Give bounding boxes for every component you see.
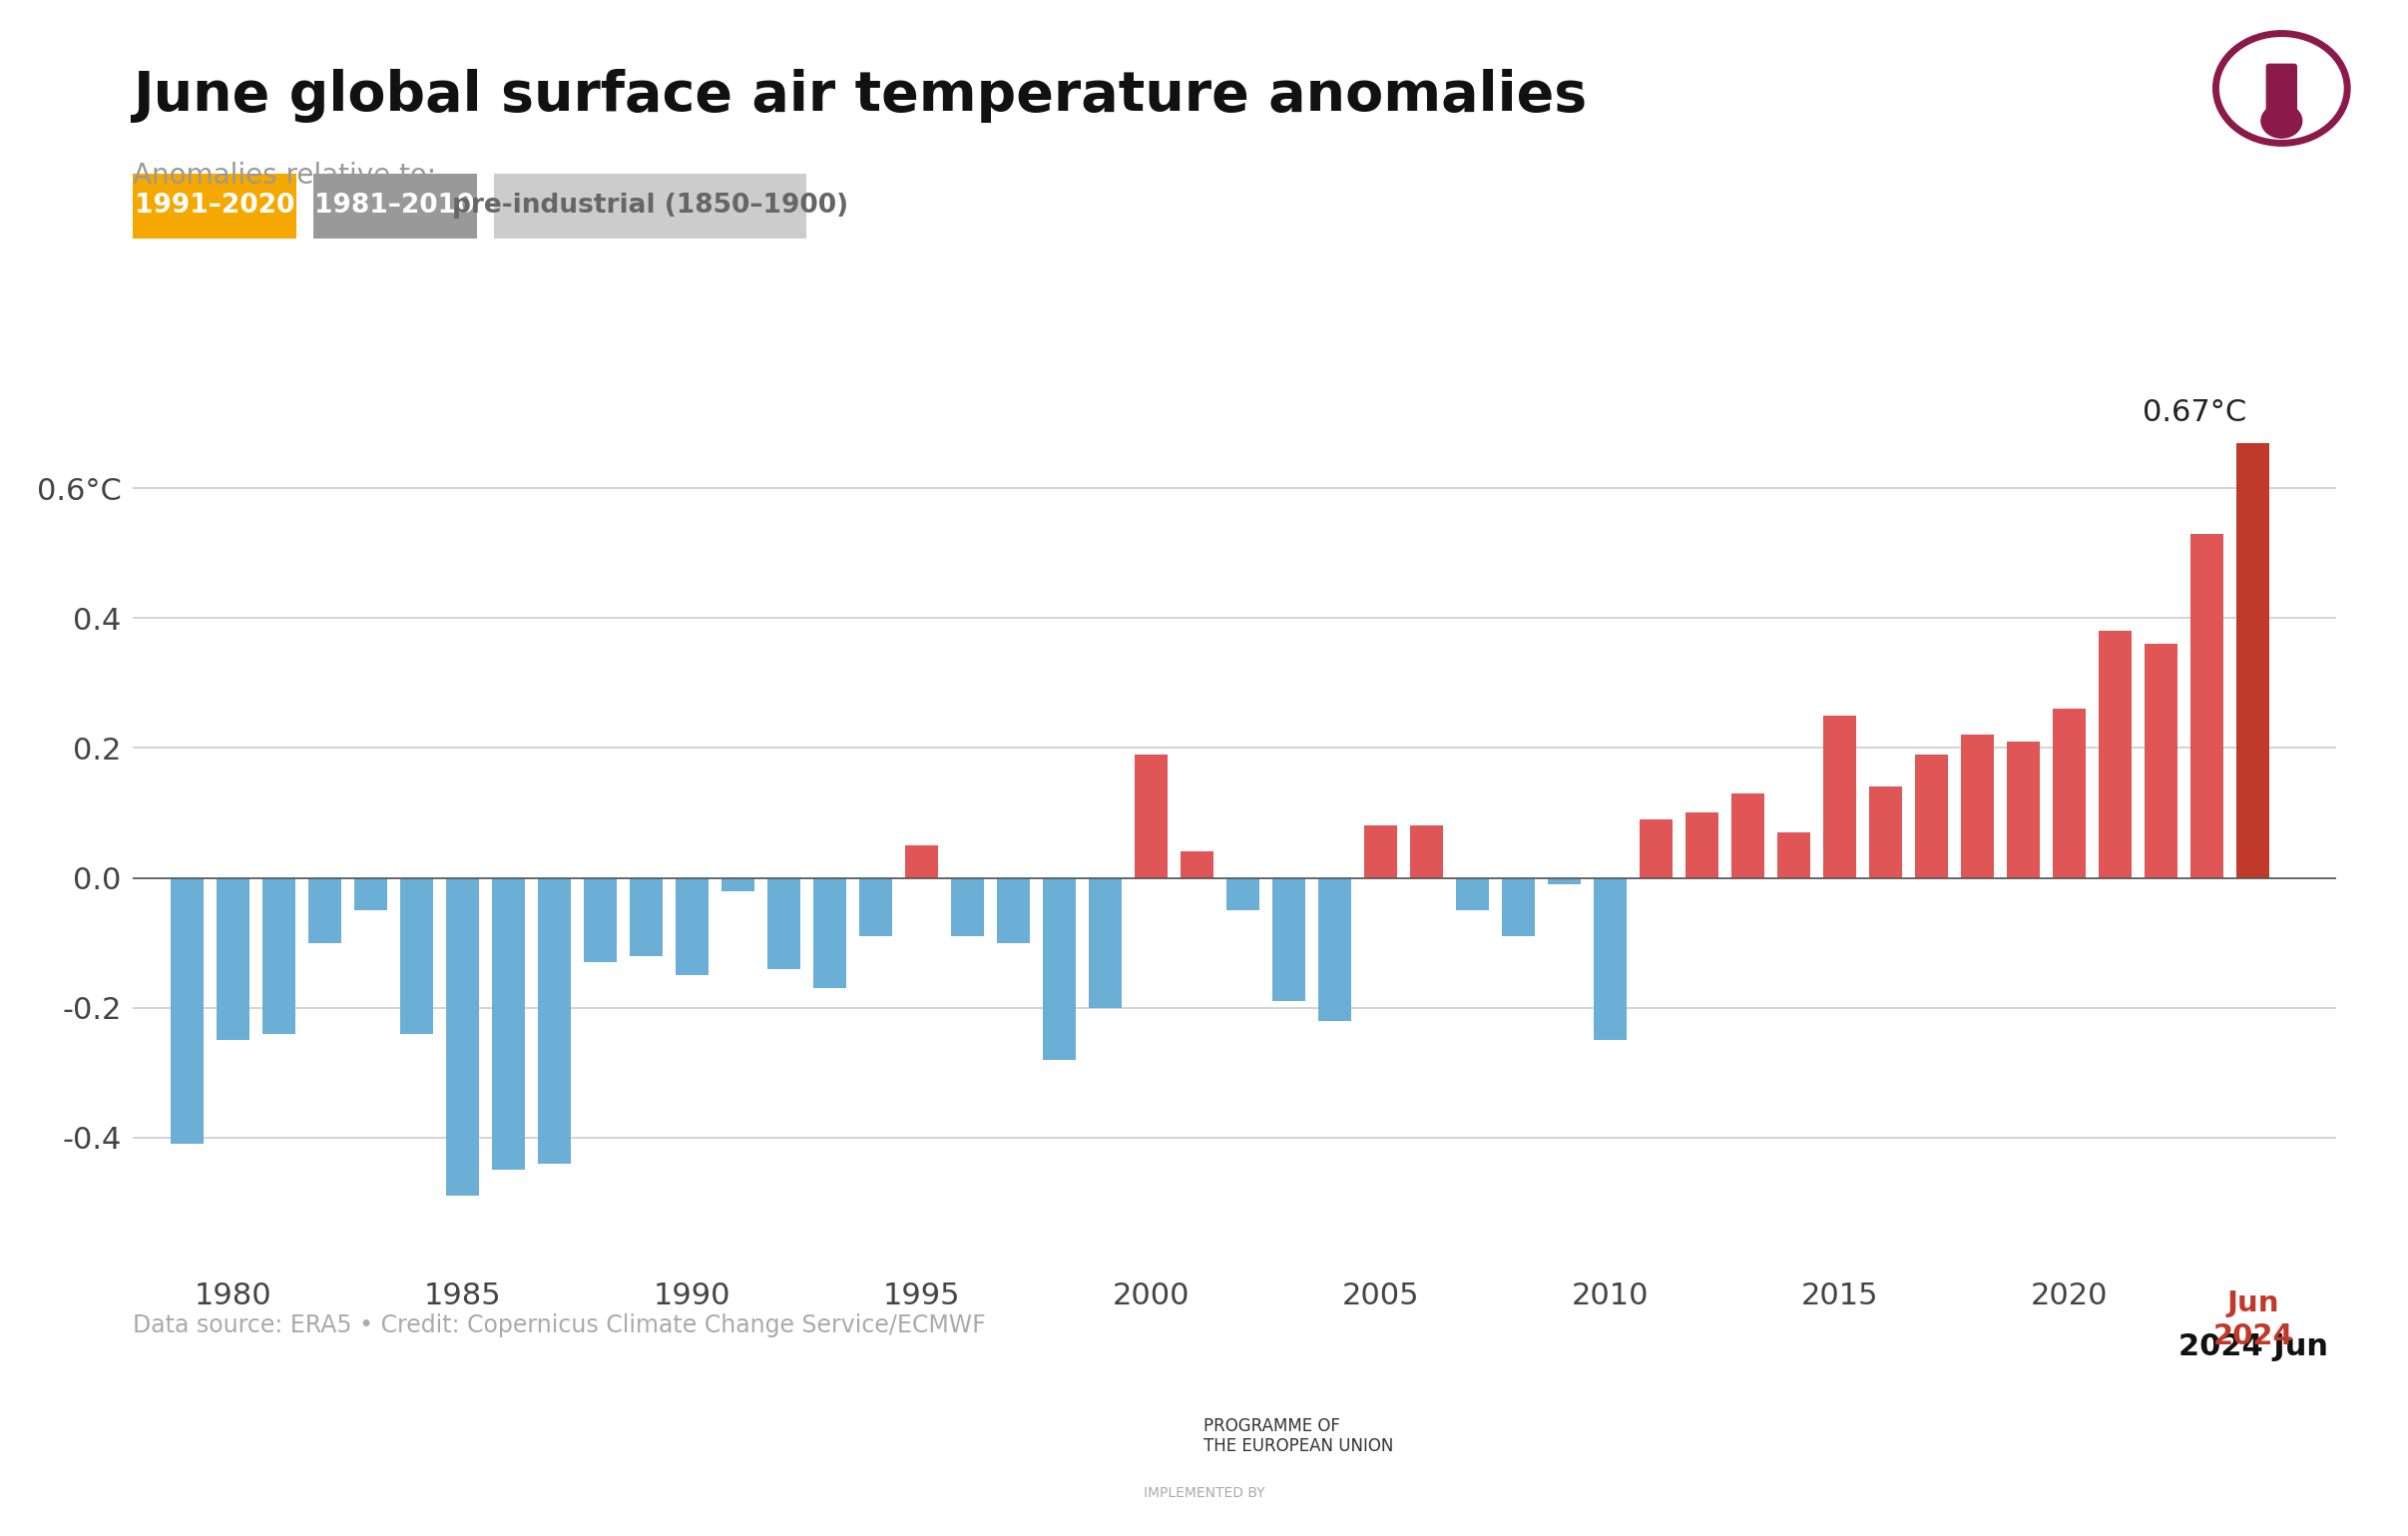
Bar (1777, 833, 1811, 877)
Bar (1226, 877, 1259, 911)
Text: pre-industrial (1850–1900): pre-industrial (1850–1900) (453, 194, 848, 218)
Text: 1991–2020: 1991–2020 (135, 194, 294, 218)
Text: 2024 Jun: 2024 Jun (2179, 1332, 2329, 1361)
Bar (262, 877, 296, 1034)
Bar (1320, 877, 1351, 1020)
Bar (400, 877, 433, 1034)
Bar (1411, 826, 1442, 877)
Text: PROGRAMME OF
THE EUROPEAN UNION: PROGRAMME OF THE EUROPEAN UNION (1204, 1416, 1394, 1456)
Bar (1134, 754, 1168, 877)
Bar (1365, 826, 1397, 877)
Bar (1043, 877, 1076, 1060)
Text: 0.67°C: 0.67°C (2143, 398, 2247, 427)
FancyBboxPatch shape (2266, 63, 2297, 123)
Bar (1548, 877, 1582, 885)
Bar (308, 877, 342, 943)
Bar (677, 877, 708, 975)
Bar (1503, 877, 1536, 937)
Bar (997, 877, 1031, 943)
Bar (445, 877, 479, 1197)
Bar (354, 877, 388, 911)
Bar (491, 877, 525, 1170)
Text: IMPLEMENTED BY: IMPLEMENTED BY (1144, 1485, 1264, 1501)
Bar (1457, 877, 1488, 911)
Bar (171, 877, 205, 1144)
Bar (1960, 736, 1994, 877)
Bar (1180, 852, 1214, 877)
Bar (1686, 813, 1719, 877)
Bar (217, 877, 250, 1040)
Bar (860, 877, 893, 937)
Bar (1731, 794, 1765, 877)
Bar (951, 877, 985, 937)
Bar (905, 845, 939, 877)
Bar (1640, 819, 1674, 877)
Bar (2191, 535, 2223, 877)
Text: 1981–2010: 1981–2010 (315, 194, 474, 218)
Bar (2054, 710, 2085, 877)
Text: June global surface air temperature anomalies: June global surface air temperature anom… (132, 69, 1587, 123)
Text: Anomalies relative to:: Anomalies relative to: (132, 161, 436, 189)
Bar (2237, 442, 2271, 877)
Bar (2008, 742, 2040, 877)
Bar (1274, 877, 1305, 1001)
Bar (722, 877, 754, 891)
Bar (539, 877, 571, 1163)
Bar (768, 877, 802, 969)
Bar (814, 877, 848, 988)
Bar (2146, 644, 2177, 877)
Text: Data source: ERA5 • Credit: Copernicus Climate Change Service/ECMWF: Data source: ERA5 • Credit: Copernicus C… (132, 1313, 985, 1338)
Bar (1823, 716, 1857, 877)
Bar (1594, 877, 1628, 1040)
Bar (2100, 631, 2131, 877)
Bar (1914, 754, 1948, 877)
Circle shape (2261, 104, 2302, 138)
Bar (631, 877, 662, 955)
Bar (1869, 786, 1902, 877)
Text: Jun
2024: Jun 2024 (2213, 1290, 2292, 1350)
Bar (585, 877, 616, 962)
Bar (1088, 877, 1122, 1008)
